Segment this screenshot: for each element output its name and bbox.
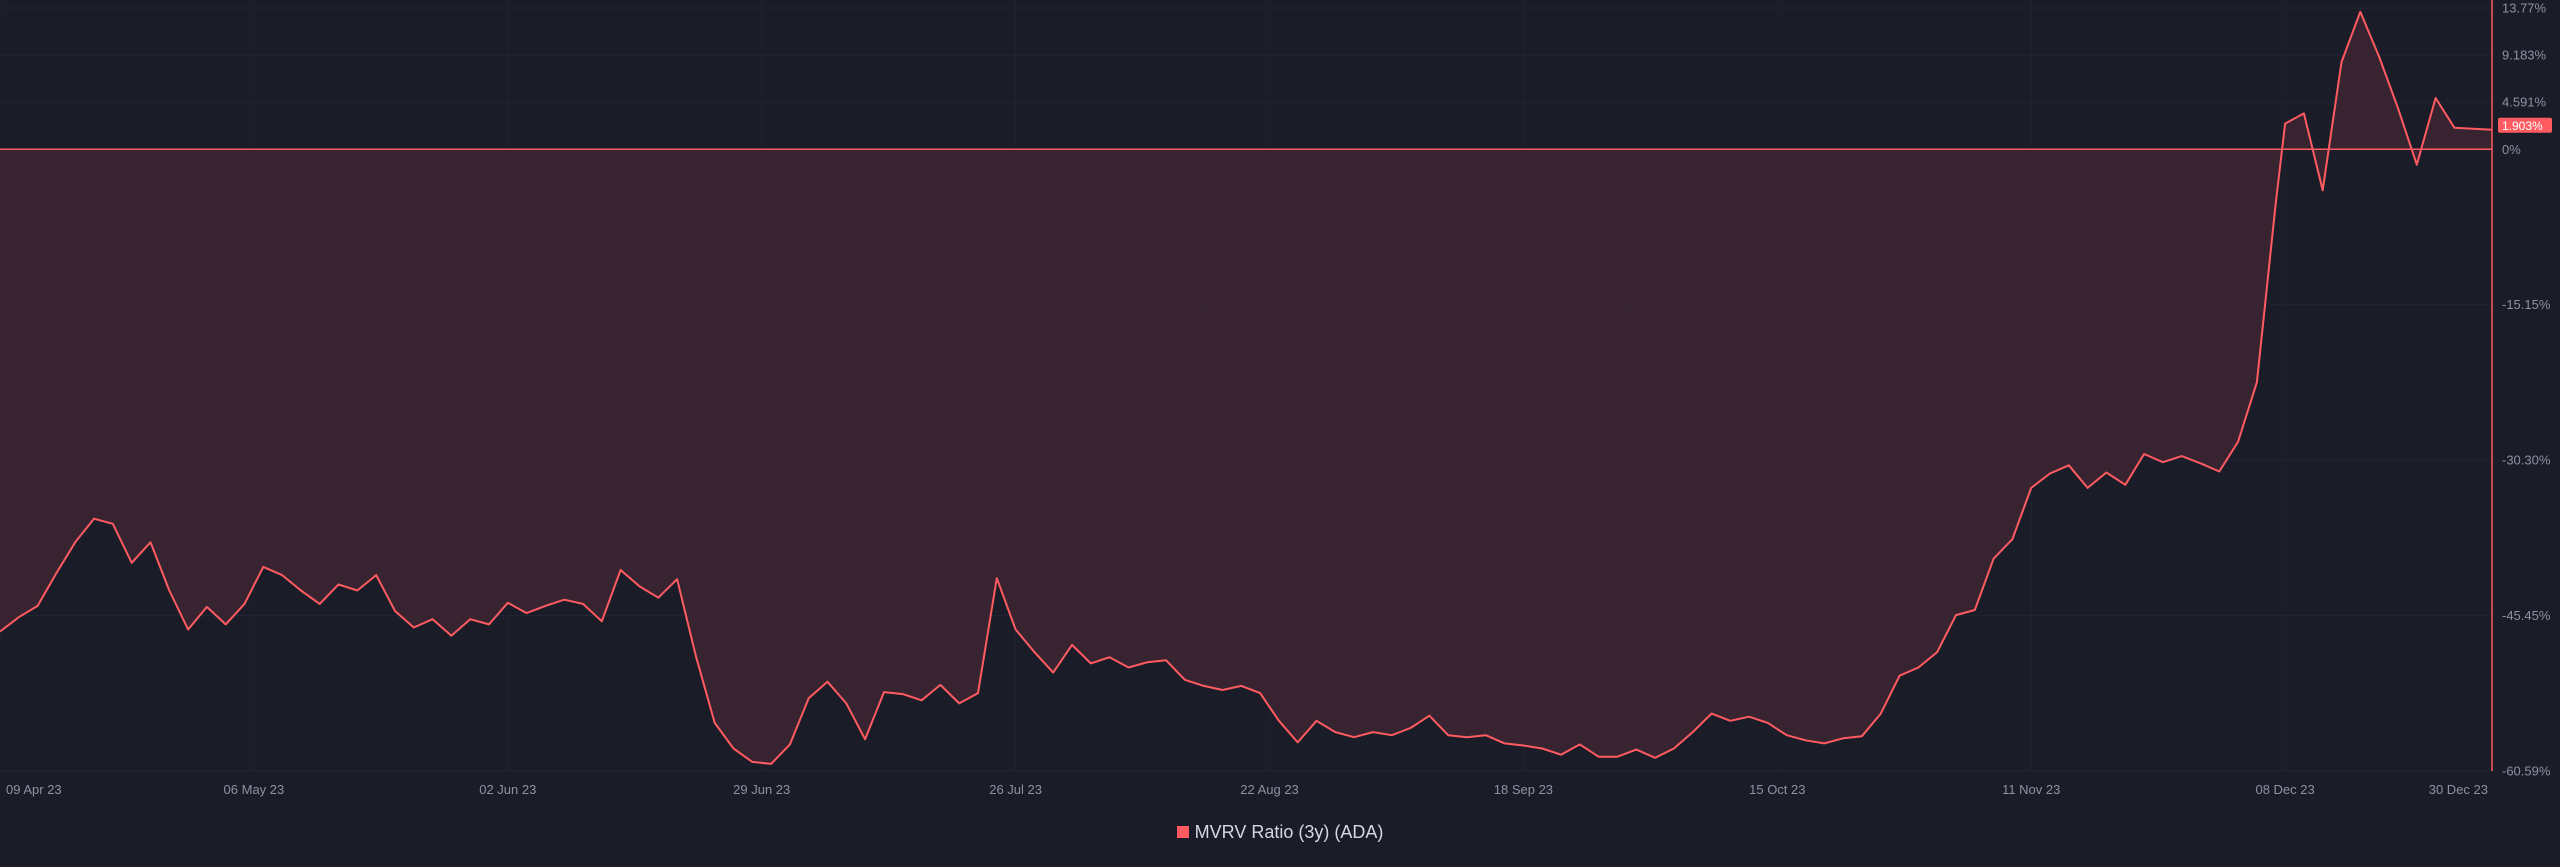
current-value-badge-bg [2498,117,2552,133]
x-tick-label: 09 Apr 23 [6,782,62,797]
y-axis: 13.77% 9.183% 4.591% 0% -15.15% -30.30% -45.45… [2502,1,2551,779]
y-tick-label: -15.15% [2502,297,2551,312]
x-tick-label: 08 Dec 23 [2255,782,2314,797]
y-tick-label: 9.183% [2502,48,2547,63]
y-tick-label: 4.591% [2502,95,2547,110]
y-tick-label: -30.30% [2502,453,2551,468]
current-value-badge: 1.903% [2498,117,2552,133]
series-area-fill [0,11,2492,764]
legend-label: MVRV Ratio (3y) (ADA) [1194,822,1384,842]
x-tick-label: 11 Nov 23 [2002,782,2060,797]
x-tick-label: 29 Jun 23 [733,782,790,797]
y-tick-label: 13.77% [2502,1,2547,16]
y-tick-label: -60.59% [2502,764,2551,779]
x-axis: 09 Apr 23 06 May 23 02 Jun 23 29 Jun 23 26 J… [6,782,2488,797]
y-tick-label: 0% [2502,142,2521,157]
x-tick-label: 15 Oct 23 [1749,782,1805,797]
x-tick-label: 30 Dec 23 [2429,782,2488,797]
x-tick-label: 02 Jun 23 [479,782,536,797]
legend[interactable]: MVRV Ratio (3y) (ADA) [0,822,2560,843]
x-tick-label: 18 Sep 23 [1494,782,1553,797]
legend-swatch [1176,826,1189,838]
current-value-badge-text: 1.903% [2502,119,2543,133]
x-tick-label: 26 Jul 23 [989,782,1042,797]
series-line[interactable] [0,10,2493,765]
x-tick-label: 06 May 23 [224,782,285,797]
y-tick-label: -45.45% [2502,608,2551,623]
x-tick-label: 22 Aug 23 [1240,782,1299,797]
